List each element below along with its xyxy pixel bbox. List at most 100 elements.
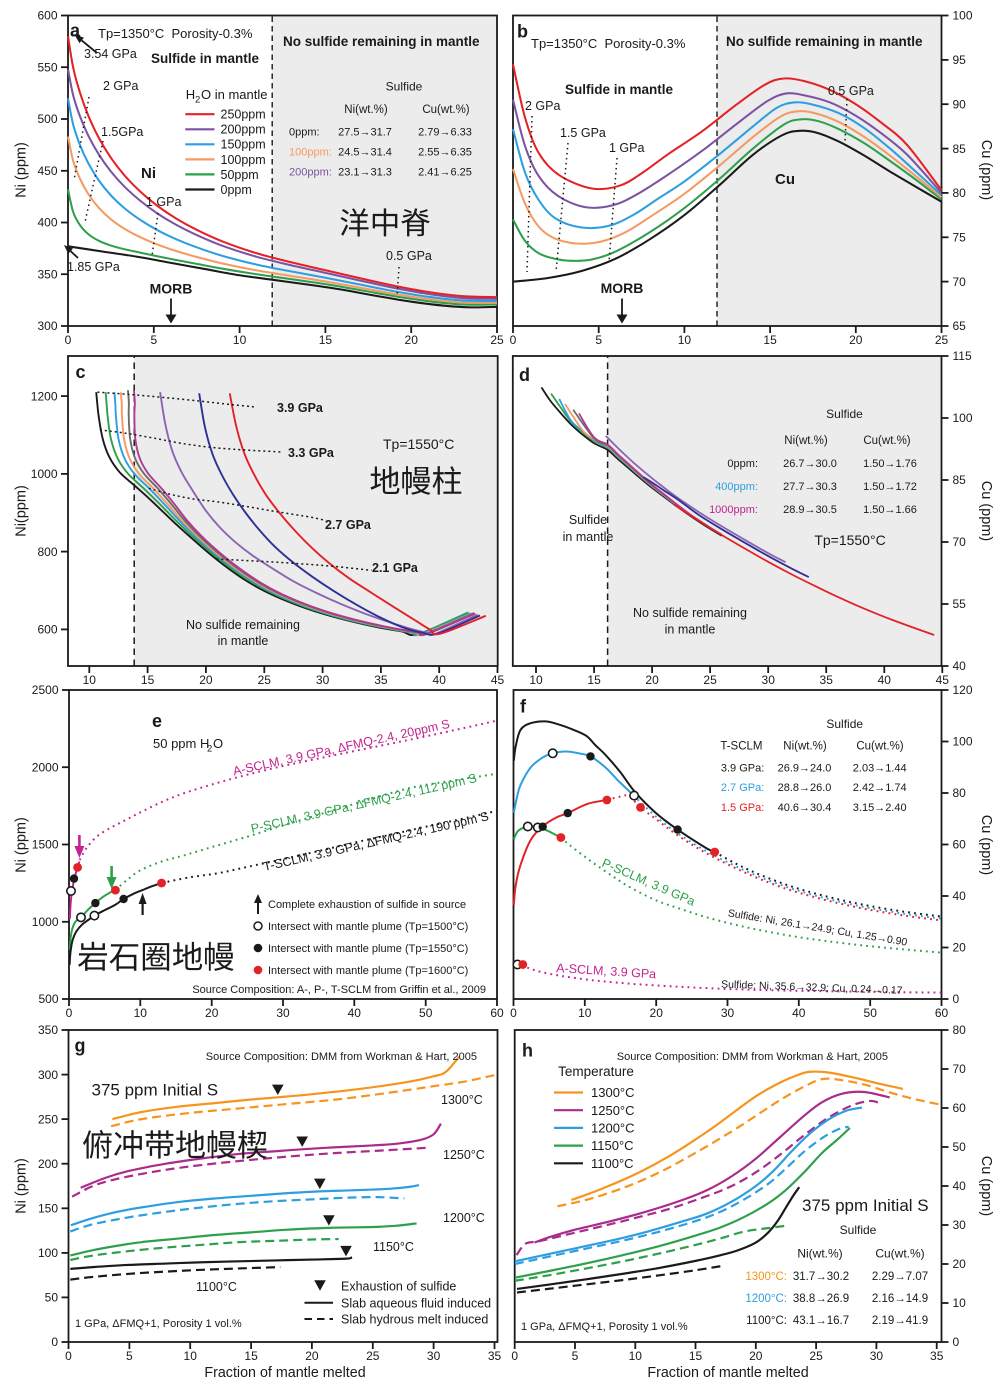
svg-text:Source Composition: A-, P-, T-: Source Composition: A-, P-, T-SCLM from … [192,984,486,996]
svg-text:38.8→26.9: 38.8→26.9 [793,1293,849,1305]
svg-text:40: 40 [953,889,967,903]
svg-text:550: 550 [37,61,57,75]
svg-text:Cu (ppm): Cu (ppm) [978,140,994,200]
svg-text:2.1 GPa: 2.1 GPa [372,561,419,575]
svg-text:30: 30 [870,1349,884,1363]
svg-text:3.15→2.40: 3.15→2.40 [853,802,907,814]
svg-text:Ni(wt.%): Ni(wt.%) [784,435,828,447]
svg-text:Cu(wt.%): Cu(wt.%) [856,741,903,753]
svg-text:Cu (ppm): Cu (ppm) [978,1156,994,1216]
svg-text:No sulfide remaining in mantle: No sulfide remaining in mantle [283,34,480,49]
svg-text:30: 30 [721,1006,735,1020]
svg-text:No sulfide remaining: No sulfide remaining [186,618,300,632]
svg-text:0: 0 [65,333,72,347]
svg-text:100ppm: 100ppm [221,153,266,167]
svg-text:80: 80 [953,186,967,200]
svg-text:85: 85 [953,473,967,487]
svg-text:0.5 GPa: 0.5 GPa [828,84,874,98]
svg-text:23.1→31.3: 23.1→31.3 [338,167,392,179]
svg-text:2.29→7.07: 2.29→7.07 [872,1271,928,1283]
svg-text:300: 300 [37,319,57,333]
svg-text:70: 70 [953,1062,967,1076]
svg-text:10: 10 [629,1349,643,1363]
svg-text:No sulfide remaining in mantle: No sulfide remaining in mantle [726,34,923,49]
svg-text:1200: 1200 [31,389,58,403]
svg-text:120: 120 [953,683,973,697]
svg-text:1300°C: 1300°C [591,1085,635,1100]
svg-text:No sulfide remaining: No sulfide remaining [633,606,747,620]
svg-text:2.42→1.74: 2.42→1.74 [853,782,907,794]
svg-text:1250°C: 1250°C [591,1103,635,1118]
svg-text:2 GPa: 2 GPa [525,99,560,113]
svg-text:H: H [186,87,195,102]
svg-text:Sulfide: Sulfide [840,1223,877,1237]
svg-text:30: 30 [762,673,776,687]
svg-text:10: 10 [184,1349,198,1363]
svg-text:250: 250 [38,1112,58,1126]
svg-text:25: 25 [703,673,717,687]
svg-text:1.50→1.76: 1.50→1.76 [863,458,917,470]
svg-text:Cu: Cu [775,171,795,188]
svg-text:0ppm:: 0ppm: [289,127,320,139]
svg-text:3.3 GPa: 3.3 GPa [288,446,335,460]
svg-text:2.41→6.25: 2.41→6.25 [418,167,472,179]
svg-text:20: 20 [953,1257,967,1271]
svg-text:c: c [76,362,86,382]
svg-text:Tp=1550°C: Tp=1550°C [814,532,885,548]
svg-text:27.7→30.3: 27.7→30.3 [783,481,837,493]
svg-text:25: 25 [935,333,949,347]
svg-text:15: 15 [141,673,155,687]
svg-text:Exhaustion of sulfide: Exhaustion of sulfide [341,1280,456,1294]
svg-text:45: 45 [936,673,950,687]
svg-text:1 GPa, ΔFMQ+1, Porosity 1 vol.: 1 GPa, ΔFMQ+1, Porosity 1 vol.% [521,1321,688,1333]
svg-text:Fraction of mantle melted: Fraction of mantle melted [204,1365,365,1381]
svg-text:20: 20 [749,1349,763,1363]
svg-text:0: 0 [953,1335,960,1349]
svg-text:30: 30 [276,1006,290,1020]
svg-text:35: 35 [374,673,388,687]
svg-text:2: 2 [195,95,200,106]
svg-text:95: 95 [953,53,967,67]
svg-text:Ni(wt.%): Ni(wt.%) [344,104,388,116]
svg-text:0: 0 [953,992,960,1006]
svg-text:0ppm:: 0ppm: [727,458,758,470]
svg-text:1250°C: 1250°C [443,1148,485,1162]
svg-text:Sulfide in mantle: Sulfide in mantle [151,51,260,66]
svg-text:28.8→26.0: 28.8→26.0 [778,782,832,794]
svg-text:Slab hydrous melt induced: Slab hydrous melt induced [341,1313,488,1327]
svg-text:Complete exhaustion of sulfide: Complete exhaustion of sulfide in source [268,899,466,911]
svg-text:Ni (ppm): Ni (ppm) [14,817,30,873]
svg-text:1.50→1.72: 1.50→1.72 [863,481,917,493]
svg-text:2.19→41.9: 2.19→41.9 [872,1315,928,1327]
svg-text:Intersect with mantle plume (T: Intersect with mantle plume (Tp=1550°C) [268,943,468,955]
svg-text:1 GPa: 1 GPa [609,141,644,155]
svg-text:0: 0 [51,1335,58,1349]
svg-text:0ppm: 0ppm [221,183,252,197]
svg-text:Tp=1350°C Porosity-0.3%: Tp=1350°C Porosity-0.3% [531,36,686,51]
svg-text:5: 5 [572,1349,579,1363]
svg-text:30: 30 [427,1349,441,1363]
svg-text:50: 50 [953,1140,967,1154]
svg-text:T-SCLM: T-SCLM [720,741,762,753]
svg-text:24.5→31.4: 24.5→31.4 [338,147,392,159]
svg-text:400ppm:: 400ppm: [715,481,758,493]
svg-text:3.9 GPa: 3.9 GPa [277,401,324,415]
svg-text:Temperature: Temperature [558,1064,634,1079]
svg-text:Source Composition: DMM from W: Source Composition: DMM from Workman & H… [206,1051,477,1063]
svg-text:60: 60 [935,1006,949,1020]
svg-text:26.9→24.0: 26.9→24.0 [778,763,832,775]
svg-text:2: 2 [207,744,212,755]
svg-text:100: 100 [38,1246,58,1260]
svg-text:40: 40 [878,673,892,687]
svg-text:65: 65 [953,319,967,333]
svg-text:1000ppm:: 1000ppm: [709,504,758,516]
svg-text:20: 20 [645,673,659,687]
svg-text:Sulfide: Sulfide [826,717,863,731]
svg-text:1000: 1000 [32,915,59,929]
svg-text:27.5→31.7: 27.5→31.7 [338,127,392,139]
svg-text:90: 90 [953,97,967,111]
svg-text:15: 15 [689,1349,703,1363]
svg-text:100: 100 [953,411,973,425]
svg-text:2000: 2000 [32,761,59,775]
svg-text:1150°C: 1150°C [373,1240,414,1254]
